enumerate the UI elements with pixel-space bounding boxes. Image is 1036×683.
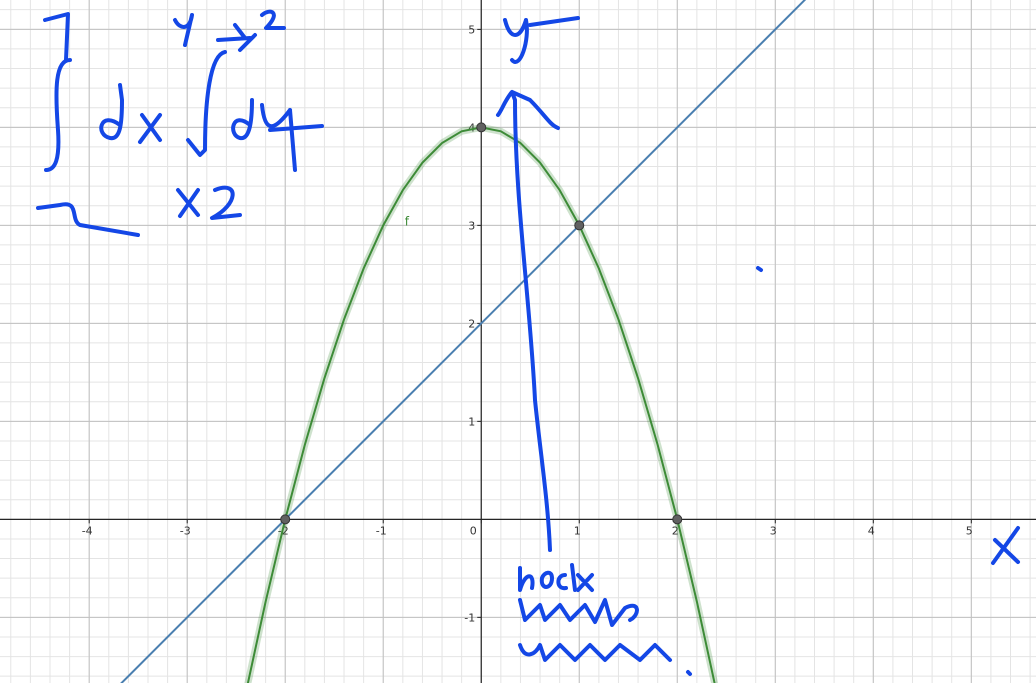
stroke: [231, 98, 324, 172]
series-label: f: [405, 214, 410, 228]
stroke: [99, 83, 124, 141]
x-tick-label: 0: [470, 524, 477, 537]
stroke: [44, 58, 72, 172]
line: [120, 0, 807, 683]
point: [280, 514, 291, 525]
stroke: [503, 16, 580, 64]
stroke: [518, 598, 639, 627]
y-tick-label: 2: [468, 317, 475, 330]
x-tick-label: 2: [672, 524, 679, 537]
x-tick-label: 1: [574, 524, 581, 537]
stroke: [686, 266, 763, 676]
y-tick-label: 4: [468, 121, 475, 134]
x-tick-label: 4: [868, 524, 875, 537]
stroke: [138, 113, 162, 144]
x-tick-label: 3: [770, 524, 777, 537]
stroke: [518, 563, 594, 592]
stroke: [991, 526, 1020, 565]
stroke: [186, 50, 227, 157]
point: [672, 514, 683, 525]
x-tick-label: -4: [82, 524, 93, 537]
point: [476, 122, 487, 133]
stroke: [173, 9, 286, 52]
stroke: [176, 185, 242, 220]
point: [574, 220, 585, 231]
stroke: [43, 12, 70, 62]
x-tick-label: 5: [966, 524, 973, 537]
handwriting: [36, 9, 1020, 676]
y-tick-label: -1: [464, 611, 475, 624]
stroke: [496, 90, 560, 552]
x-tick-label: -1: [376, 524, 387, 537]
y-tick-label: 1: [468, 415, 475, 428]
stroke: [518, 643, 672, 662]
plot: f: [120, 0, 807, 683]
x-tick-label: -3: [180, 524, 191, 537]
y-tick-label: 5: [468, 23, 475, 36]
y-tick-label: 3: [468, 219, 475, 232]
stroke: [36, 202, 140, 237]
